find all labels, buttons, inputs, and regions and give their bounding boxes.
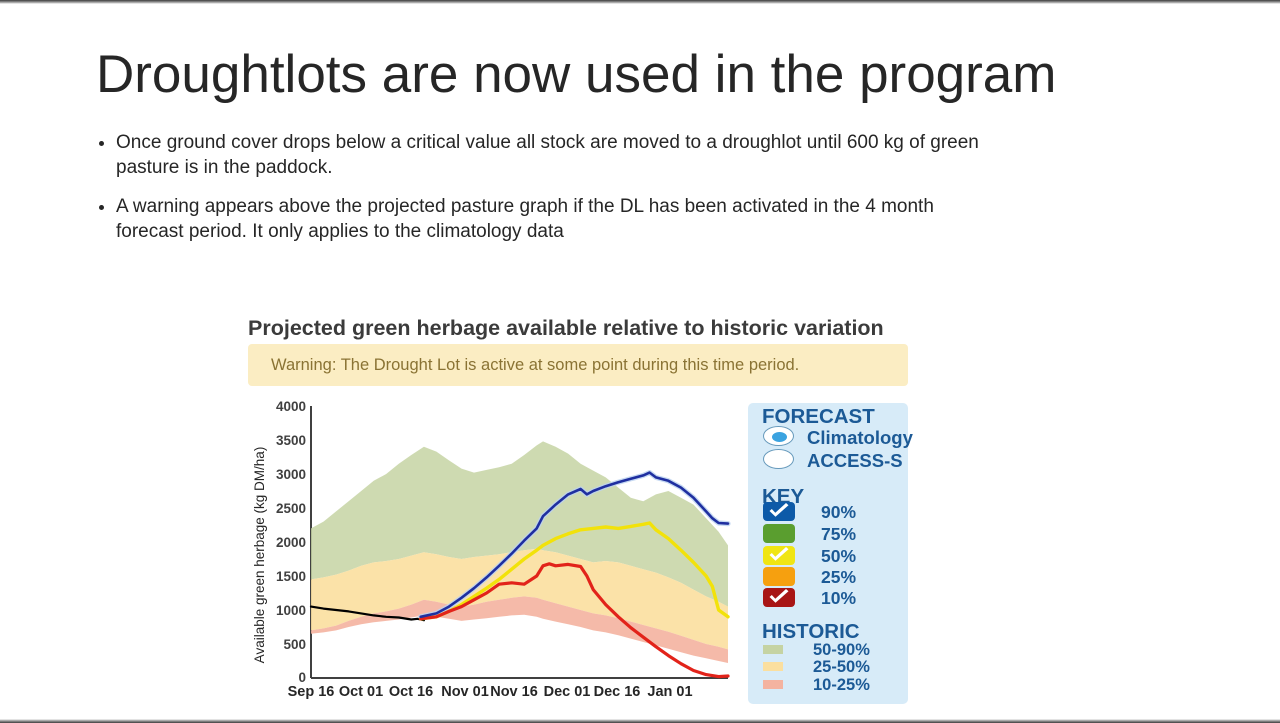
svg-text:Dec 01: Dec 01 <box>544 684 591 700</box>
svg-text:Jan 01: Jan 01 <box>647 684 692 700</box>
svg-text:1500: 1500 <box>276 569 306 584</box>
svg-text:Sep 16: Sep 16 <box>288 684 335 700</box>
svg-text:3500: 3500 <box>276 433 306 448</box>
svg-text:500: 500 <box>283 637 306 652</box>
svg-text:Oct 16: Oct 16 <box>389 684 433 700</box>
svg-text:3000: 3000 <box>276 467 306 482</box>
svg-text:2000: 2000 <box>276 535 306 550</box>
svg-text:2500: 2500 <box>276 501 306 516</box>
svg-text:Available green herbage (kg DM: Available green herbage (kg DM/ha) <box>252 447 267 664</box>
svg-text:0: 0 <box>298 670 306 685</box>
svg-text:Nov 16: Nov 16 <box>490 684 538 700</box>
svg-text:1000: 1000 <box>276 603 306 618</box>
svg-text:Nov 01: Nov 01 <box>441 684 489 700</box>
svg-text:Dec 16: Dec 16 <box>594 684 641 700</box>
svg-text:Oct 01: Oct 01 <box>339 684 383 700</box>
svg-text:4000: 4000 <box>276 400 306 414</box>
